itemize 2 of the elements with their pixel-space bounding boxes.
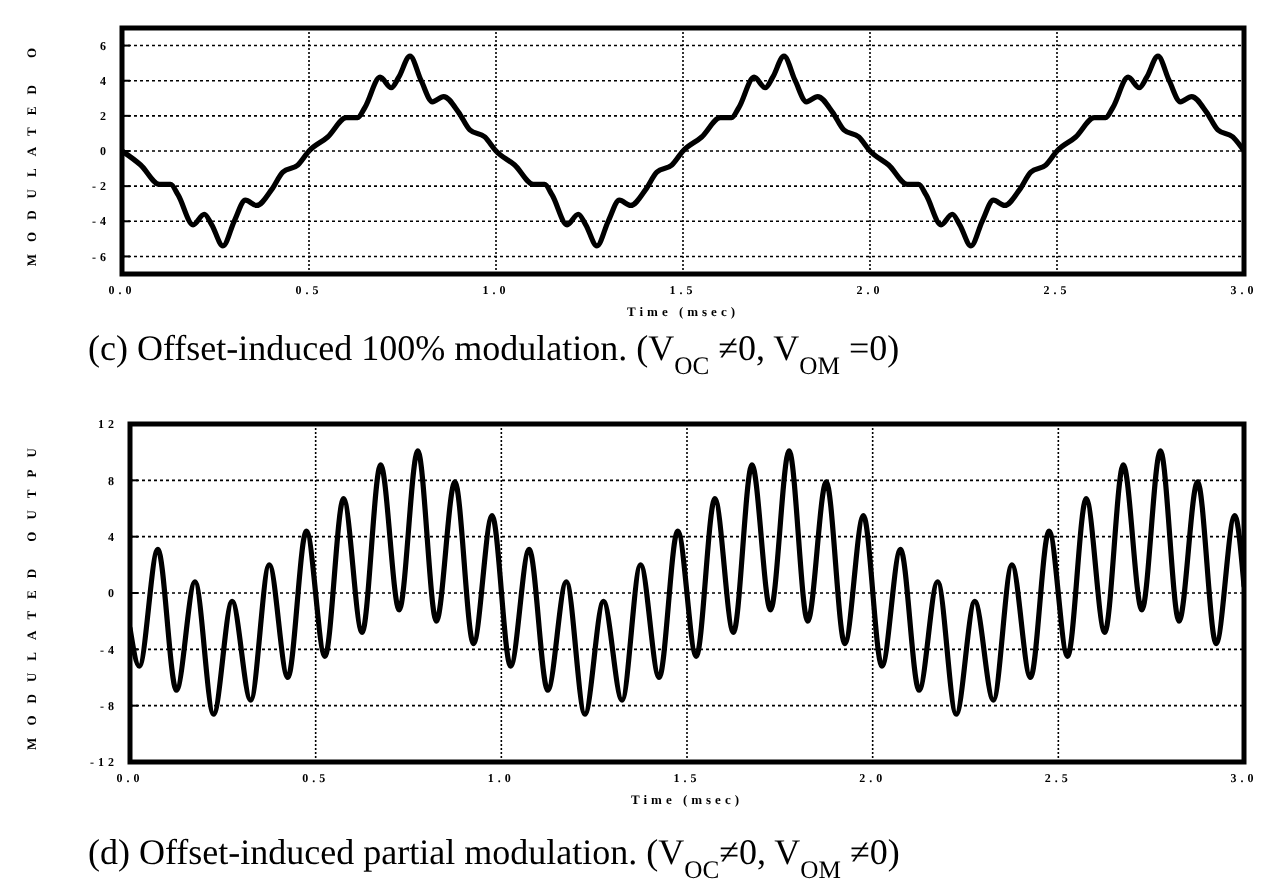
text: (c) Offset-induced 100% modulation. (V$_{OC}$ ≠0, V$_{OM}$ =0): [88, 328, 900, 380]
text: (d) Offset-induced partial modulation. (V$_{OC}$≠0, V$_{OM}$ ≠0): [88, 832, 900, 884]
